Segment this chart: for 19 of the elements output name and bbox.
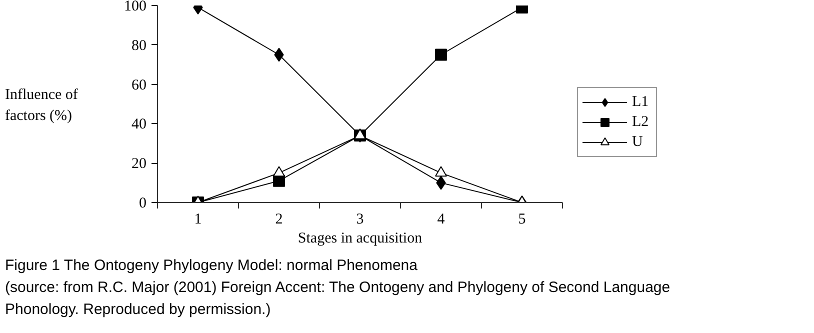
y-tick-label: 60	[132, 77, 146, 94]
x-tick-label: 4	[437, 212, 446, 228]
legend-label: L1	[632, 94, 650, 110]
y-tick-label: 20	[132, 156, 146, 172]
x-tick-label: 2	[275, 212, 283, 228]
y-tick-label: 80	[132, 38, 146, 54]
y-tick-label: 100	[124, 0, 146, 14]
x-tick-label: 1	[194, 212, 202, 228]
legend-label: L2	[632, 114, 650, 130]
y-tick-label: 40	[132, 116, 146, 133]
y-axis-title: Influence of factors (%)	[5, 86, 78, 126]
legend-label: U	[632, 134, 644, 150]
x-axis-title: Stages in acquisition	[298, 230, 423, 246]
x-tick-label: 3	[356, 212, 364, 228]
caption: Figure 1 The Ontogeny Phylogeny Model: normal Phenomena	[5, 257, 418, 274]
y-tick-label: 0	[139, 196, 146, 212]
text: (source: from R.C. Major (2001) Foreign Accent: The Ontogeny and Phylogeny of Second Language	[5, 279, 670, 296]
text: Phonology. Reproduced by permission.)	[5, 301, 271, 318]
x-tick-label: 5	[518, 212, 526, 228]
